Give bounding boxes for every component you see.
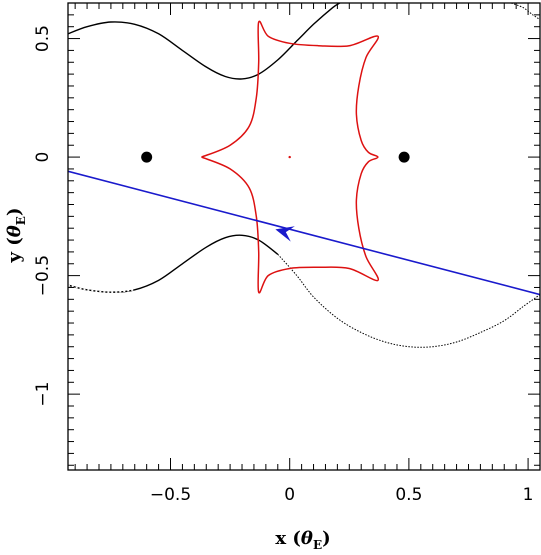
source-trajectory: [68, 170, 540, 296]
y-axis-title: y (θE): [4, 208, 28, 264]
center-mark: [288, 155, 291, 159]
lens-2: [398, 151, 410, 163]
lens-1: [141, 151, 153, 163]
tick-labels: −0.5 0 0.5 1 0.5 0 −0.5 −1: [33, 25, 533, 505]
x-axis-title: x (θE): [275, 528, 330, 552]
x-tick-label: 1: [523, 485, 534, 505]
critical-curve-lower-left-dots: [68, 284, 135, 294]
trajectory-arrow: [275, 226, 295, 242]
caustic-curve: [201, 20, 380, 294]
critical-curve-lower-dotted: [277, 253, 540, 348]
x-tick-label: −0.5: [150, 485, 191, 505]
critical-curve-lower: [68, 234, 279, 293]
axis-ticks: [68, 3, 540, 470]
y-tick-label: 0.5: [33, 25, 53, 52]
y-tick-label: 0: [33, 152, 53, 163]
critical-curve-upper: [68, 3, 341, 80]
y-tick-label: −0.5: [33, 255, 53, 296]
x-tick-label: 0.5: [395, 485, 422, 505]
plot-area: [67, 2, 541, 471]
x-tick-label: 0: [284, 485, 295, 505]
plot-frame: [67, 2, 541, 471]
plot-content: [68, 3, 540, 348]
y-tick-label: −1: [33, 382, 53, 407]
